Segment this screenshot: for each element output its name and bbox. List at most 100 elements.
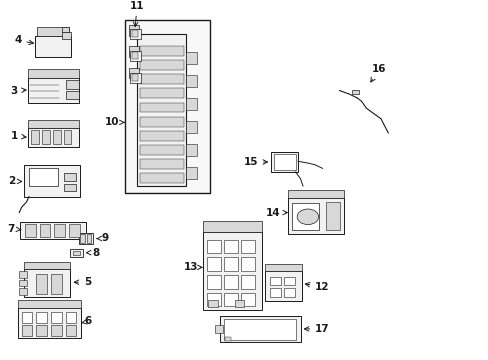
Bar	[35, 36, 71, 57]
Bar	[80, 234, 84, 243]
Bar	[129, 68, 139, 78]
Bar	[185, 167, 196, 179]
Text: 7: 7	[8, 224, 21, 234]
Bar	[64, 173, 76, 181]
Bar	[37, 27, 69, 36]
Bar	[220, 316, 300, 342]
Text: 11: 11	[130, 1, 144, 27]
Bar	[140, 46, 183, 56]
Bar	[140, 74, 183, 84]
Bar	[140, 89, 183, 98]
Text: 8: 8	[86, 248, 100, 257]
Bar	[224, 337, 230, 341]
Bar	[21, 325, 32, 336]
Bar	[185, 98, 196, 110]
Bar	[284, 277, 295, 285]
Bar	[234, 300, 244, 307]
Bar	[21, 312, 32, 323]
Bar	[292, 203, 319, 230]
Bar	[27, 128, 79, 147]
Bar	[42, 130, 50, 144]
Bar	[27, 78, 79, 103]
Bar	[241, 240, 254, 253]
Bar	[224, 257, 237, 271]
Bar	[326, 202, 339, 230]
Bar	[271, 152, 298, 172]
Bar	[185, 121, 196, 133]
Bar	[36, 325, 47, 336]
Bar	[86, 234, 91, 243]
Bar	[29, 168, 58, 186]
Bar	[140, 145, 183, 155]
Bar	[65, 91, 79, 99]
Bar	[24, 269, 70, 297]
Bar	[31, 130, 39, 144]
Bar	[215, 325, 222, 333]
Bar	[264, 264, 301, 271]
Bar	[129, 46, 139, 57]
Bar	[224, 293, 237, 306]
Bar	[125, 20, 210, 193]
Bar	[241, 257, 254, 271]
Bar	[140, 173, 183, 183]
Bar	[132, 74, 138, 81]
Bar	[61, 27, 69, 32]
Bar	[19, 288, 26, 294]
Bar	[241, 275, 254, 289]
Text: 15: 15	[243, 157, 267, 167]
Bar	[288, 198, 344, 234]
Text: 10: 10	[104, 117, 124, 127]
Bar	[351, 90, 358, 94]
Bar	[27, 69, 79, 78]
Bar	[18, 308, 81, 338]
Bar	[51, 312, 61, 323]
Bar	[36, 312, 47, 323]
Bar	[203, 232, 261, 310]
Bar	[27, 120, 79, 128]
Bar	[206, 257, 220, 271]
Bar	[53, 130, 61, 144]
Bar	[185, 75, 196, 87]
Bar	[24, 262, 70, 269]
Text: 9: 9	[96, 233, 109, 243]
Bar	[64, 184, 76, 192]
Bar	[70, 249, 82, 257]
Bar	[130, 51, 141, 61]
Bar	[79, 233, 93, 244]
Bar	[203, 221, 261, 232]
Text: 12: 12	[305, 282, 329, 292]
Bar	[65, 80, 79, 89]
Bar	[63, 130, 71, 144]
Text: 16: 16	[370, 64, 385, 82]
Bar	[140, 103, 183, 112]
Bar	[206, 240, 220, 253]
Bar	[25, 224, 36, 237]
Text: 14: 14	[265, 208, 287, 217]
Text: 13: 13	[183, 262, 202, 273]
Bar	[284, 288, 295, 297]
Bar	[36, 274, 47, 294]
Bar	[185, 52, 196, 64]
Bar	[206, 293, 220, 306]
Text: 3: 3	[11, 86, 26, 95]
Bar	[224, 319, 296, 339]
Bar	[273, 154, 295, 170]
Bar	[269, 288, 280, 297]
Bar	[65, 325, 76, 336]
Bar	[54, 224, 65, 237]
Bar	[224, 240, 237, 253]
Bar	[51, 274, 61, 294]
Text: 5: 5	[74, 277, 91, 287]
Bar	[288, 190, 344, 198]
Text: 4: 4	[14, 35, 33, 45]
Bar	[69, 224, 80, 237]
Bar	[132, 31, 138, 37]
Bar	[40, 224, 50, 237]
Bar	[140, 117, 183, 127]
Bar	[140, 159, 183, 169]
Bar	[65, 312, 76, 323]
Bar	[129, 25, 139, 36]
Bar	[20, 222, 86, 239]
Circle shape	[297, 209, 318, 225]
Bar	[137, 34, 185, 186]
